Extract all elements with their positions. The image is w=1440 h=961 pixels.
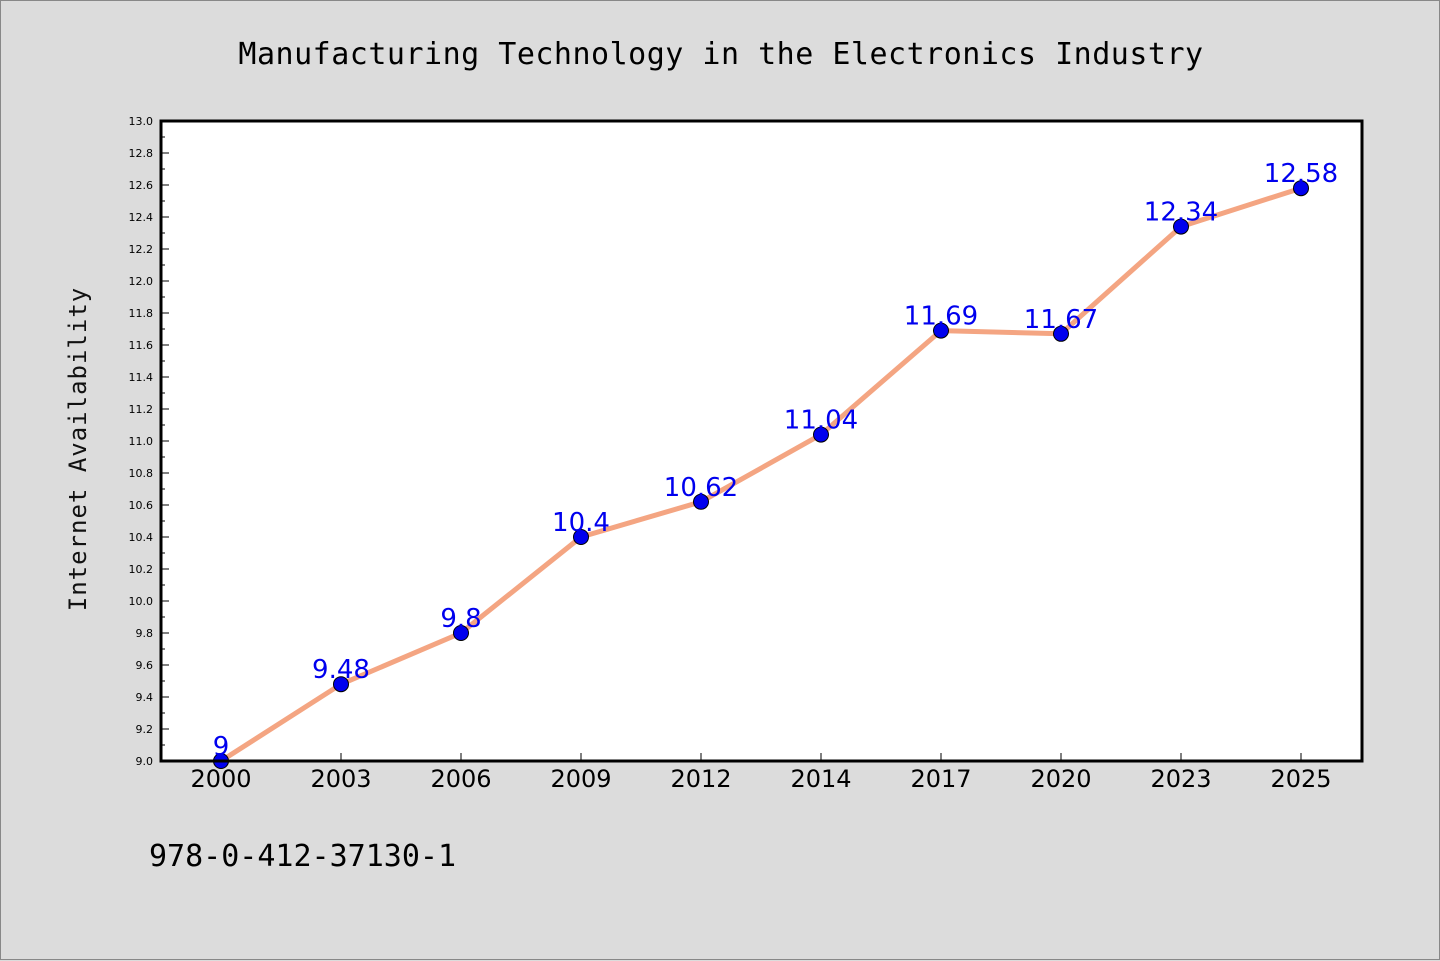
y-tick-label: 10.2 bbox=[129, 563, 154, 576]
data-label: 10.4 bbox=[552, 508, 610, 538]
y-tick-label: 11.0 bbox=[129, 435, 154, 448]
y-tick-label: 11.4 bbox=[129, 371, 154, 384]
data-point bbox=[453, 625, 469, 641]
x-tick-label: 2014 bbox=[790, 765, 851, 793]
x-tick-label: 2000 bbox=[190, 765, 251, 793]
y-tick-label: 12.6 bbox=[129, 179, 154, 192]
data-point bbox=[813, 426, 829, 443]
data-label: 9.8 bbox=[440, 604, 481, 634]
data-point bbox=[933, 322, 949, 339]
y-tick-label: 13.0 bbox=[129, 115, 154, 128]
data-point bbox=[573, 529, 589, 545]
plot-frame bbox=[159, 119, 1364, 763]
x-tick-label: 2009 bbox=[550, 765, 611, 793]
y-tick-label: 12.2 bbox=[129, 243, 154, 256]
y-tick-label: 9.8 bbox=[136, 627, 154, 640]
y-tick-label: 9.0 bbox=[136, 755, 154, 768]
x-tick-label: 2017 bbox=[910, 765, 971, 793]
chart-title: Manufacturing Technology in the Electron… bbox=[238, 37, 1203, 72]
y-tick-label: 10.8 bbox=[129, 467, 154, 480]
y-tick-label: 10.4 bbox=[129, 531, 154, 544]
data-point bbox=[1293, 180, 1309, 197]
data-label: 11.67 bbox=[1024, 305, 1098, 335]
y-tick-label: 12.8 bbox=[129, 147, 154, 160]
y-tick-label: 9.4 bbox=[136, 691, 154, 704]
x-tick-label: 2025 bbox=[1270, 765, 1331, 793]
x-tick-label: 2023 bbox=[1150, 765, 1211, 793]
x-tick-label: 2003 bbox=[310, 765, 371, 793]
y-tick-label: 11.6 bbox=[129, 339, 154, 352]
y-tick-label: 11.8 bbox=[129, 307, 154, 320]
x-tick-label: 2012 bbox=[670, 765, 731, 793]
data-point bbox=[1173, 218, 1189, 235]
data-label: 12.34 bbox=[1144, 198, 1218, 228]
y-axis: 9.0 9.2 9.4 9.6 9.8 10.0 10.2 10.4 10.6 10.8 11.0 1… bbox=[129, 115, 169, 768]
data-label: 10.62 bbox=[664, 473, 738, 503]
y-tick-label: 12.4 bbox=[129, 211, 154, 224]
footer-isbn: 978-0-412-37130-1 bbox=[149, 839, 456, 874]
data-label: 12.58 bbox=[1264, 159, 1338, 189]
y-tick-label: 10.6 bbox=[129, 499, 154, 512]
data-point bbox=[693, 493, 709, 510]
data-label: 9.48 bbox=[312, 655, 370, 685]
y-tick-label: 12.0 bbox=[129, 275, 154, 288]
plot-area bbox=[161, 121, 1362, 761]
x-tick-label: 2020 bbox=[1030, 765, 1091, 793]
x-axis: 2000 2003 2006 2009 2012 2014 2017 2020 2023 2025 bbox=[190, 753, 1332, 793]
y-axis-label: Internet Availability bbox=[64, 287, 92, 611]
x-tick-label: 2006 bbox=[430, 765, 491, 793]
data-point bbox=[1053, 325, 1069, 342]
data-label: 11.69 bbox=[904, 302, 978, 332]
y-tick-label: 11.2 bbox=[129, 403, 154, 416]
y-tick-label: 9.2 bbox=[136, 723, 154, 736]
data-label: 11.04 bbox=[784, 406, 858, 436]
data-point bbox=[333, 676, 349, 693]
series-line bbox=[218, 185, 1304, 764]
series-layer: 9 9.48 9.8 10.4 10.62 11.04 11.69 11.67 12.34 12.… bbox=[213, 159, 1338, 769]
y-tick-label: 9.6 bbox=[136, 659, 154, 672]
y-tick-label: 10.0 bbox=[129, 595, 154, 608]
data-label: 9 bbox=[213, 732, 230, 762]
